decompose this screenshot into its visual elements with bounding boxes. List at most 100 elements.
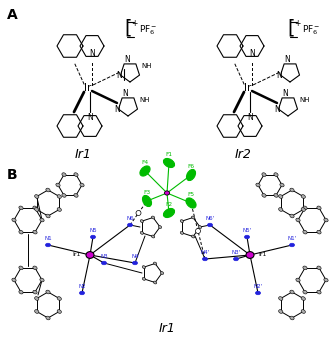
Ellipse shape bbox=[279, 195, 283, 198]
Text: Ir1: Ir1 bbox=[259, 253, 267, 258]
Ellipse shape bbox=[303, 290, 307, 294]
Ellipse shape bbox=[12, 278, 16, 282]
Ellipse shape bbox=[279, 208, 283, 211]
Text: N1': N1' bbox=[287, 236, 296, 240]
Ellipse shape bbox=[19, 230, 23, 234]
Ellipse shape bbox=[57, 208, 61, 211]
Text: Ir: Ir bbox=[84, 83, 92, 93]
Ellipse shape bbox=[207, 223, 212, 227]
Ellipse shape bbox=[19, 266, 23, 270]
Text: F5: F5 bbox=[188, 192, 195, 197]
Ellipse shape bbox=[153, 262, 157, 265]
Ellipse shape bbox=[246, 252, 254, 258]
Ellipse shape bbox=[317, 290, 321, 294]
Ellipse shape bbox=[86, 252, 94, 258]
Ellipse shape bbox=[153, 281, 157, 284]
Circle shape bbox=[196, 228, 201, 234]
Ellipse shape bbox=[46, 316, 50, 320]
Ellipse shape bbox=[46, 290, 50, 294]
Ellipse shape bbox=[102, 261, 107, 265]
Ellipse shape bbox=[12, 218, 16, 222]
Ellipse shape bbox=[290, 214, 294, 218]
Ellipse shape bbox=[303, 230, 307, 234]
Text: N: N bbox=[89, 49, 95, 59]
Text: N: N bbox=[124, 56, 130, 64]
Ellipse shape bbox=[74, 194, 78, 197]
Ellipse shape bbox=[133, 261, 137, 265]
Text: Ir2: Ir2 bbox=[234, 148, 252, 161]
Text: N6: N6 bbox=[126, 216, 134, 220]
Text: N: N bbox=[284, 56, 290, 64]
Ellipse shape bbox=[142, 196, 151, 206]
Ellipse shape bbox=[256, 183, 260, 187]
Text: NH: NH bbox=[141, 63, 151, 69]
Ellipse shape bbox=[160, 272, 164, 275]
Text: PF$_6^-$: PF$_6^-$ bbox=[139, 23, 157, 37]
Ellipse shape bbox=[233, 257, 239, 261]
Ellipse shape bbox=[290, 188, 294, 192]
Ellipse shape bbox=[46, 188, 50, 192]
Ellipse shape bbox=[62, 194, 66, 197]
Text: N1: N1 bbox=[44, 236, 52, 240]
Text: Ir1: Ir1 bbox=[158, 321, 176, 335]
Ellipse shape bbox=[140, 232, 144, 234]
Ellipse shape bbox=[317, 230, 321, 234]
Ellipse shape bbox=[187, 170, 196, 181]
Text: F4: F4 bbox=[141, 160, 148, 164]
Ellipse shape bbox=[301, 195, 306, 198]
Text: N3': N3' bbox=[231, 250, 241, 255]
Ellipse shape bbox=[142, 277, 146, 280]
Ellipse shape bbox=[57, 195, 61, 198]
Ellipse shape bbox=[256, 291, 261, 295]
Ellipse shape bbox=[180, 220, 184, 223]
Text: +: + bbox=[294, 20, 300, 28]
Ellipse shape bbox=[290, 290, 294, 294]
Ellipse shape bbox=[324, 278, 328, 282]
Ellipse shape bbox=[317, 206, 321, 210]
Ellipse shape bbox=[35, 208, 39, 211]
Text: N: N bbox=[87, 114, 93, 122]
Text: N4: N4 bbox=[131, 254, 139, 259]
Text: N: N bbox=[122, 89, 128, 99]
Text: [: [ bbox=[124, 19, 132, 38]
Ellipse shape bbox=[33, 290, 37, 294]
Ellipse shape bbox=[317, 266, 321, 270]
Ellipse shape bbox=[279, 297, 283, 300]
Ellipse shape bbox=[90, 235, 95, 239]
Ellipse shape bbox=[191, 216, 195, 219]
Ellipse shape bbox=[128, 223, 133, 227]
Text: N: N bbox=[249, 49, 255, 59]
Ellipse shape bbox=[151, 235, 155, 238]
Ellipse shape bbox=[57, 310, 61, 313]
Ellipse shape bbox=[303, 206, 307, 210]
Text: PF$_6^-$: PF$_6^-$ bbox=[302, 23, 320, 37]
Ellipse shape bbox=[33, 266, 37, 270]
Text: Ir1: Ir1 bbox=[75, 148, 91, 161]
Ellipse shape bbox=[158, 225, 162, 228]
Ellipse shape bbox=[279, 310, 283, 313]
Ellipse shape bbox=[198, 225, 202, 228]
Ellipse shape bbox=[40, 218, 44, 222]
Ellipse shape bbox=[74, 173, 78, 177]
Text: N: N bbox=[274, 104, 280, 114]
Ellipse shape bbox=[35, 297, 39, 300]
Text: F2: F2 bbox=[165, 201, 173, 206]
Ellipse shape bbox=[80, 183, 84, 187]
Ellipse shape bbox=[245, 235, 250, 239]
Ellipse shape bbox=[296, 218, 300, 222]
Text: B: B bbox=[7, 168, 18, 182]
Ellipse shape bbox=[46, 243, 51, 247]
Ellipse shape bbox=[301, 297, 306, 300]
Ellipse shape bbox=[46, 214, 50, 218]
Ellipse shape bbox=[296, 278, 300, 282]
Text: +: + bbox=[131, 20, 137, 28]
Text: N: N bbox=[114, 104, 120, 114]
Text: N2: N2 bbox=[78, 283, 86, 288]
Ellipse shape bbox=[262, 194, 266, 197]
Text: N: N bbox=[276, 71, 282, 80]
Ellipse shape bbox=[79, 291, 84, 295]
Ellipse shape bbox=[324, 218, 328, 222]
Ellipse shape bbox=[33, 230, 37, 234]
Ellipse shape bbox=[40, 278, 44, 282]
Text: Ir: Ir bbox=[244, 83, 252, 93]
